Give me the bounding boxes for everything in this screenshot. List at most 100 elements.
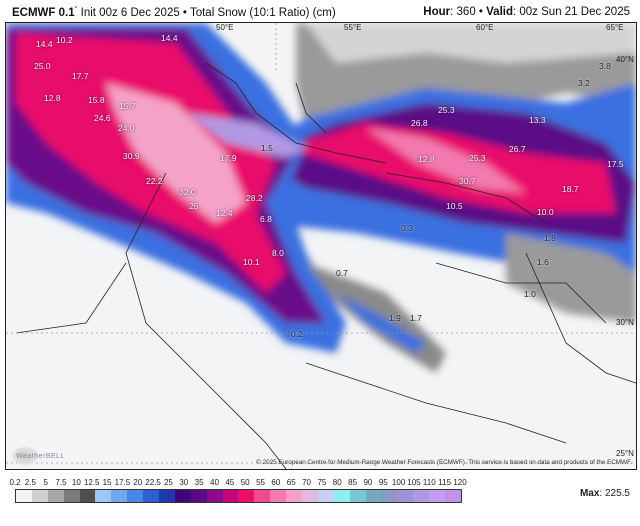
snowfall-field <box>6 23 636 469</box>
colorbar-swatch <box>190 490 207 502</box>
lat-label: 30°N <box>616 318 634 327</box>
colorbar-swatch <box>349 490 366 502</box>
colorbar-tick-label: 22.5 <box>145 478 161 487</box>
logo-text: WeatherBELL <box>16 452 65 460</box>
value-label: 14.4 <box>36 39 53 49</box>
colorbar-tick-label: 45 <box>225 478 235 487</box>
max-label: Max <box>579 488 600 499</box>
header-left: ECMWF 0.1° Init 00z 6 Dec 2025 • Total S… <box>12 6 336 19</box>
value-label: 1.8 <box>544 233 556 243</box>
colorbar-tick-label: 30 <box>179 478 189 487</box>
value-label: 18.7 <box>562 184 579 194</box>
value-label: 25.3 <box>469 153 486 163</box>
colorbar-swatch <box>445 490 461 502</box>
value-label: 1.7 <box>410 313 422 323</box>
valid-time: 00z Sun 21 Dec 2025 <box>519 6 630 18</box>
value-label: 30.9 <box>123 151 140 161</box>
value-label: 14.4 <box>161 33 178 43</box>
colorbar <box>15 489 462 503</box>
snow-lavender-caspian <box>186 113 306 158</box>
value-label: 25.3 <box>438 105 455 115</box>
lat-label: 40°N <box>616 55 634 64</box>
value-label: 13.3 <box>529 115 546 125</box>
snow-map: 50°E 55°E 60°E 65°E 40°N 30°N 25°N 14.4 … <box>5 22 637 470</box>
colorbar-swatch <box>302 490 318 502</box>
hour-label: Hour <box>423 6 451 18</box>
colorbar-swatch <box>31 490 48 502</box>
colorbar-tick-label: 60 <box>271 478 281 487</box>
hour-value: 360 <box>456 6 476 18</box>
lat-label: 25°N <box>616 449 634 458</box>
map-header: ECMWF 0.1° Init 00z 6 Dec 2025 • Total S… <box>12 6 630 22</box>
value-label: 32.0 <box>179 187 196 197</box>
value-label: 0.7 <box>336 268 348 278</box>
max-readout: Max: 225.5 <box>579 488 630 499</box>
value-label: 12.4 <box>216 208 233 218</box>
value-label: 6.8 <box>260 214 272 224</box>
colorbar-swatch <box>270 490 287 502</box>
colorbar-swatch <box>238 490 255 502</box>
value-label: 25 <box>189 201 199 211</box>
value-label: 30.7 <box>459 176 476 186</box>
value-label: 15.8 <box>88 95 105 105</box>
colorbar-tick-label: 90 <box>363 478 373 487</box>
colorbar-tick-label: 12.5 <box>83 478 100 487</box>
colorbar-tick-label: 5 <box>43 478 48 487</box>
value-label: 22.2 <box>146 176 163 186</box>
colorbar-swatch <box>222 490 239 502</box>
colorbar-tick-label: 20 <box>133 478 143 487</box>
colorbar-tick-label: 95 <box>378 478 388 487</box>
value-label: 25.0 <box>34 61 51 71</box>
colorbar-swatch <box>111 490 128 502</box>
snow-lightgray-north <box>306 23 636 63</box>
max-value: 225.5 <box>604 488 630 499</box>
colorbar-tick-label: 50 <box>240 478 250 487</box>
colorbar-tick-label: 2.5 <box>24 478 36 487</box>
colorbar-tick-label: 25 <box>163 478 173 487</box>
value-label: 17.5 <box>607 159 624 169</box>
value-label: 1.6 <box>537 257 549 267</box>
value-label: 1.5 <box>261 143 273 153</box>
snow-pink-ne <box>366 128 526 193</box>
value-label: 3.2 <box>578 78 590 88</box>
colorbar-tick-label: 70 <box>302 478 311 487</box>
value-label: 12.8 <box>418 154 435 164</box>
colorbar-tick-label: 17.5 <box>114 478 131 487</box>
colorbar-swatch <box>95 490 112 502</box>
colorbar-swatch <box>206 490 223 502</box>
colorbar-swatch <box>16 490 32 502</box>
colorbar-swatch <box>63 490 80 502</box>
valid-label: Valid <box>486 6 513 18</box>
colorbar-swatch <box>143 490 160 502</box>
colorbar-tick-label: 85 <box>348 478 358 487</box>
value-label: 10.1 <box>243 257 260 267</box>
lon-label: 60°E <box>476 23 494 32</box>
degree-mark: ° <box>74 6 78 13</box>
colorbar-tick-label: 115 <box>438 478 452 487</box>
value-label: 10.0 <box>537 207 554 217</box>
colorbar-tick-label: 15 <box>102 478 112 487</box>
colorbar-tick-label: 40 <box>210 478 219 487</box>
value-label: 24.0 <box>118 123 135 133</box>
colorbar-swatch <box>254 490 271 502</box>
colorbar-tick-label: 80 <box>332 478 342 487</box>
value-label: 1.0 <box>524 289 536 299</box>
value-label: 8.0 <box>272 248 284 258</box>
colorbar-tick-label: 120 <box>453 478 467 487</box>
colorbar-tick-label: 65 <box>286 478 296 487</box>
colorbar-tick-label: 10 <box>71 478 81 487</box>
colorbar-swatch <box>333 490 350 502</box>
value-label: 26.7 <box>509 144 526 154</box>
colorbar-tick-label: 105 <box>407 478 421 487</box>
lon-label: 65°E <box>606 23 624 32</box>
borders <box>6 23 636 469</box>
product-name: Total Snow (10:1 Ratio) (cm) <box>189 6 336 19</box>
colorbar-tick-label: 110 <box>422 478 436 487</box>
colorbar-swatch <box>365 490 382 502</box>
value-label: 28.2 <box>246 193 263 203</box>
value-label: 10.2 <box>56 35 73 45</box>
colorbar-swatch <box>286 490 303 502</box>
colorbar-swatch <box>79 490 96 502</box>
colorbar-swatch <box>159 490 175 502</box>
value-label: 0.3 <box>401 223 413 233</box>
